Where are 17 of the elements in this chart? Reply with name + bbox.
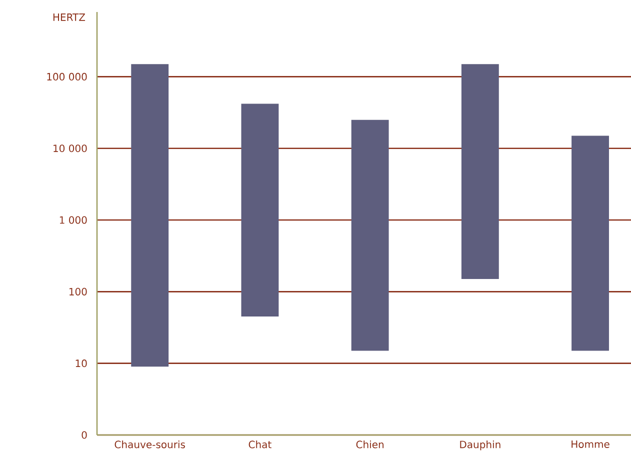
bar <box>461 64 499 280</box>
bar <box>131 64 169 367</box>
bar <box>351 120 389 351</box>
y-tick-label: 10 000 <box>54 144 87 152</box>
y-tick-label: 10 <box>76 360 87 368</box>
y-tick-label: 1 000 <box>60 216 87 224</box>
x-tick-label: Chauve-souris <box>114 440 185 448</box>
x-tick-label: Chat <box>248 440 272 448</box>
y-tick-label: 100 <box>69 288 87 296</box>
x-tick-label: Dauphin <box>460 440 500 450</box>
y-tick-label: 0 <box>82 431 87 439</box>
y-tick-label: 100 000 <box>47 72 87 80</box>
y-axis-title: HERTZ <box>53 14 86 21</box>
bar <box>572 136 609 351</box>
x-tick-label: Homme <box>572 440 610 448</box>
bar <box>241 104 279 317</box>
x-tick-label: Chien <box>356 440 384 448</box>
